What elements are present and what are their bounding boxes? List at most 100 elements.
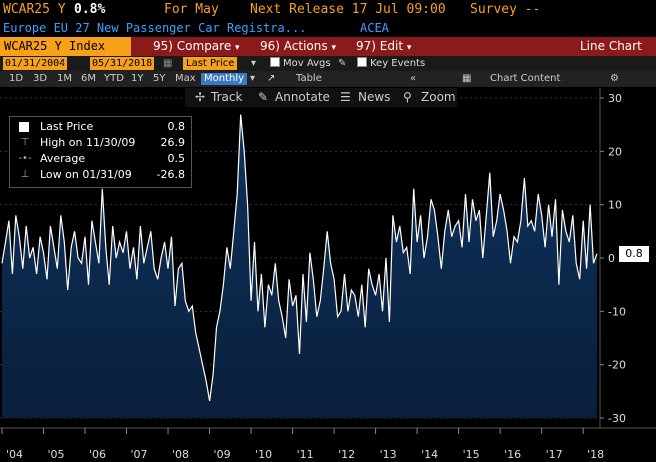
mov-avgs-checkbox[interactable]: [270, 57, 280, 67]
x-tick-label: '14: [421, 448, 438, 461]
x-tick-label: '07: [131, 448, 148, 461]
period-max[interactable]: Max: [175, 73, 196, 84]
legend-average-label: Average: [40, 152, 86, 165]
x-tick-label: '13: [380, 448, 397, 461]
end-date-input[interactable]: 05/31/2018: [90, 57, 155, 70]
table-button[interactable]: Table: [296, 73, 322, 84]
compare-label: Compare: [176, 39, 232, 53]
index-label[interactable]: WCAR25 Y Index: [0, 37, 131, 56]
legend: Last Price 0.8 ⊤ High on 11/30/09 26.9 -…: [9, 116, 192, 188]
edit-menu[interactable]: 97) Edit ▾: [356, 37, 411, 56]
key-events-label: Key Events: [370, 58, 426, 69]
news-button[interactable]: News: [358, 90, 391, 104]
chart-type-label[interactable]: Line Chart: [580, 39, 642, 53]
x-tick-label: '06: [89, 448, 106, 461]
for-period-label: For May: [164, 2, 219, 17]
x-tick-label: '08: [172, 448, 189, 461]
legend-low-label: Low on 01/31/09: [40, 168, 132, 181]
period-1d[interactable]: 1D: [9, 73, 24, 84]
legend-last-price: Last Price 0.8: [10, 120, 191, 134]
period-1m[interactable]: 1M: [57, 73, 72, 84]
date-separator: -: [62, 58, 66, 69]
news-icon[interactable]: ☰: [340, 90, 351, 104]
actions-menu[interactable]: 96) Actions ▾: [260, 37, 336, 56]
key-events-toggle[interactable]: Key Events: [357, 57, 425, 70]
chevron-down-icon[interactable]: ▾: [251, 58, 257, 69]
period-1y[interactable]: 1Y: [131, 73, 144, 84]
source-label[interactable]: ACEA: [360, 21, 389, 35]
series-line: [1, 114, 598, 402]
security-description[interactable]: Europe EU 27 New Passenger Car Registra.…: [3, 21, 307, 35]
y-tick-label: -20: [608, 359, 626, 372]
survey-label: Survey --: [470, 2, 541, 17]
compare-number: 95): [153, 39, 173, 53]
calendar-icon[interactable]: ▦: [163, 58, 173, 69]
x-tick-label: '12: [338, 448, 355, 461]
x-axis: '04 '05 '06 '07 '08 '09 '10 '11 '12 '13 '14 '15 '16 '…: [1, 428, 604, 461]
annotate-icon[interactable]: ✎: [258, 90, 269, 104]
legend-average-value: 0.5: [167, 152, 186, 165]
low-marker-icon: ⊥: [20, 169, 30, 180]
period-ytd[interactable]: YTD: [104, 73, 124, 84]
legend-average: -•- Average 0.5: [10, 152, 191, 166]
chevron-down-icon: ▾: [406, 43, 412, 53]
ticker-label: WCAR25 Y: [3, 2, 66, 17]
chart-content-button[interactable]: Chart Content: [490, 73, 561, 84]
legend-high-value: 26.9: [160, 136, 186, 149]
start-date-input[interactable]: 01/31/2004: [3, 57, 68, 70]
frequency-select[interactable]: Monthly: [201, 73, 248, 85]
last-price-swatch: [19, 122, 29, 132]
x-tick-label: '11: [297, 448, 314, 461]
high-marker-icon: ⊤: [20, 137, 30, 148]
title-bar: WCAR25 Y 0.8% For May Next Release 17 Ju…: [0, 0, 656, 20]
mov-avgs-label: Mov Avgs: [283, 58, 331, 69]
period-bar: 1D 3D 1M 6M YTD 1Y 5Y Max Monthly ▾ ↗ Ta…: [0, 71, 656, 87]
chart-toolbar: ✢ Track ✎ Annotate ☰ News ⚲ Zoom: [185, 88, 457, 107]
chart-content-icon[interactable]: ▦: [462, 73, 472, 84]
menu-bar: WCAR25 Y Index 95) Compare ▾ 96) Actions…: [0, 37, 656, 56]
legend-high: ⊤ High on 11/30/09 26.9: [10, 136, 191, 150]
y-tick-label: -10: [608, 305, 626, 318]
line-chart-icon[interactable]: ↗: [267, 73, 276, 84]
period-5y[interactable]: 5Y: [153, 73, 166, 84]
pencil-icon[interactable]: ✎: [338, 58, 347, 69]
gear-icon[interactable]: ⚙: [610, 73, 619, 84]
legend-last-price-label: Last Price: [40, 120, 94, 133]
y-tick-label: -30: [608, 412, 626, 425]
edit-number: 97): [356, 39, 376, 53]
annotate-button[interactable]: Annotate: [275, 90, 330, 104]
chart-area[interactable]: -30 -20 -10 0 10 20 30 '04 '05 '06 '07 '08 '09 '10 '1…: [0, 88, 656, 462]
x-tick-label: '15: [463, 448, 480, 461]
key-events-checkbox[interactable]: [357, 57, 367, 67]
x-tick-label: '17: [546, 448, 563, 461]
last-value: 0.8%: [74, 2, 106, 17]
x-tick-label: '18: [587, 448, 604, 461]
y-tick-label: 20: [608, 145, 622, 158]
track-icon[interactable]: ✢: [195, 90, 206, 104]
period-3d[interactable]: 3D: [33, 73, 48, 84]
actions-number: 96): [260, 39, 280, 53]
period-6m[interactable]: 6M: [81, 73, 96, 84]
y-tick-label: 30: [608, 92, 622, 105]
next-release-label: Next Release 17 Jul 09:00: [250, 2, 446, 17]
mov-avgs-toggle[interactable]: Mov Avgs: [270, 57, 331, 70]
edit-label: Edit: [379, 39, 404, 53]
actions-label: Actions: [283, 39, 328, 53]
collapse-icon[interactable]: «: [410, 73, 417, 84]
x-tick-label: '10: [255, 448, 272, 461]
description-bar: Europe EU 27 New Passenger Car Registra.…: [0, 20, 656, 37]
zoom-button[interactable]: Zoom: [421, 90, 456, 104]
y-tick-label: 10: [608, 199, 622, 212]
chevron-down-icon: ▾: [235, 43, 240, 53]
compare-menu[interactable]: 95) Compare ▾: [153, 37, 240, 56]
x-tick-label: '04: [6, 448, 23, 461]
zoom-icon[interactable]: ⚲: [403, 90, 412, 104]
legend-low: ⊥ Low on 01/31/09 -26.8: [10, 168, 191, 182]
x-tick-label: '16: [504, 448, 521, 461]
field-select[interactable]: Last Price: [183, 57, 238, 70]
average-marker-icon: -•-: [18, 153, 32, 164]
x-tick-label: '09: [214, 448, 231, 461]
track-button[interactable]: Track: [211, 90, 243, 104]
chevron-down-icon[interactable]: ▾: [250, 73, 256, 84]
chevron-down-icon: ▾: [331, 43, 336, 53]
